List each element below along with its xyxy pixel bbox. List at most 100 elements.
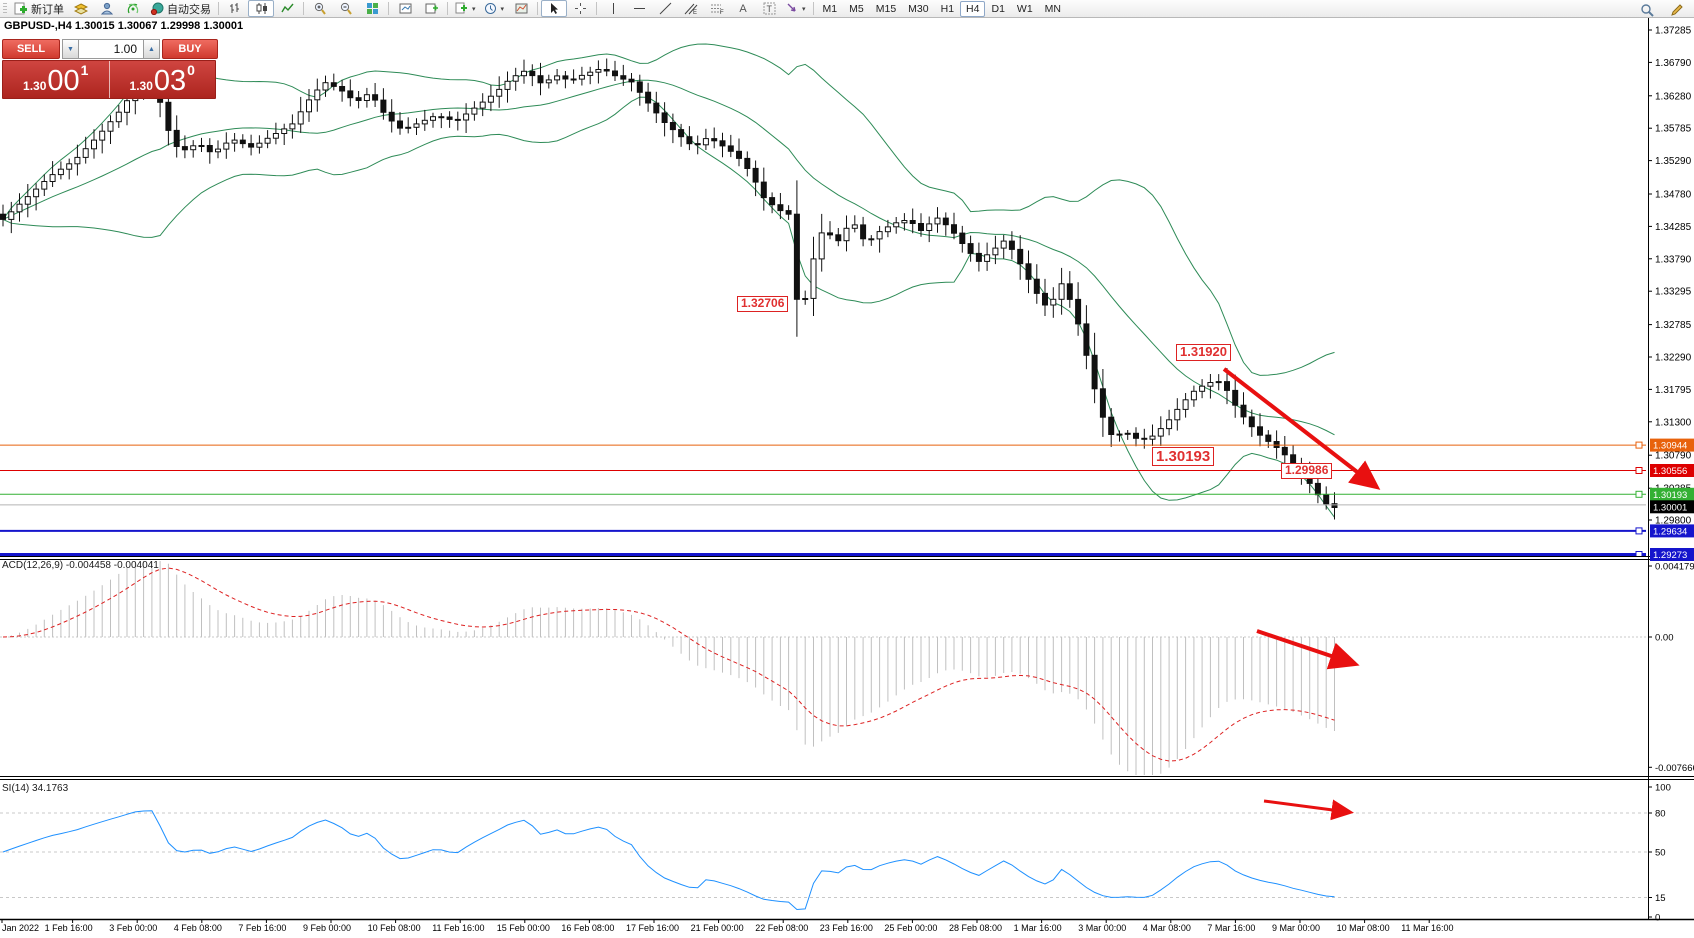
timeframe-H1[interactable]: H1 [940, 2, 955, 15]
crosshair-button[interactable] [567, 0, 593, 17]
timeframe-M5[interactable]: M5 [849, 2, 864, 15]
svg-text:0: 0 [1655, 913, 1660, 924]
time-axis-label: 25 Feb 00:00 [884, 923, 938, 933]
price-callout[interactable]: 1.29986 [1281, 463, 1333, 479]
new-chart-button[interactable] [418, 0, 444, 17]
zoom-in-button[interactable] [307, 0, 333, 17]
sell-button[interactable]: SELL [2, 39, 60, 59]
search-icon-button[interactable] [1634, 1, 1660, 18]
timeframe-M30[interactable]: M30 [908, 2, 929, 15]
tile-windows-button[interactable] [359, 0, 385, 17]
new-order-button[interactable]: 新订单 [10, 0, 68, 17]
template-button[interactable] [508, 0, 534, 17]
time-axis-label: 23 Feb 16:00 [819, 923, 873, 933]
toolbar: 新订单 自动交易 [0, 0, 1694, 18]
svg-text:1.35785: 1.35785 [1655, 124, 1692, 135]
horizontal-line-button[interactable] [626, 0, 652, 17]
autotrading-button[interactable]: 自动交易 [146, 0, 215, 17]
time-axis-label: 28 Feb 08:00 [949, 923, 1003, 933]
timeframe-W1[interactable]: W1 [1016, 2, 1033, 15]
horizontal-lines [0, 441, 1646, 556]
zoom-out-button[interactable] [333, 0, 359, 17]
trendline-button[interactable] [652, 0, 678, 17]
edit-icon-button[interactable] [1664, 1, 1690, 18]
svg-text:15: 15 [1655, 893, 1666, 904]
time-axis-label: 7 Feb 16:00 [238, 923, 287, 933]
volume-increase-button[interactable]: ▲ [143, 39, 160, 59]
time-axis-label: 9 Feb 00:00 [303, 923, 352, 933]
text-button[interactable]: A [739, 2, 747, 15]
svg-text:50: 50 [1655, 848, 1666, 859]
fibonacci-button[interactable]: F [704, 0, 730, 17]
svg-text:1.30944: 1.30944 [1653, 441, 1687, 452]
svg-text:1.32785: 1.32785 [1655, 320, 1692, 331]
timeframe-M15[interactable]: M15 [875, 2, 897, 15]
svg-text:1.33790: 1.33790 [1655, 254, 1692, 265]
price-callout[interactable]: 1.32706 [737, 296, 789, 312]
time-axis-label: 4 Feb 08:00 [173, 923, 222, 933]
time-ticks [1, 920, 1430, 923]
trend-arrows [1222, 367, 1381, 821]
volume-input[interactable] [79, 39, 143, 59]
svg-text:1.34285: 1.34285 [1655, 222, 1692, 233]
time-axis-label: 9 Mar 00:00 [1272, 923, 1321, 933]
candles [0, 58, 1338, 520]
toolbar-grip[interactable] [3, 2, 7, 15]
cursor-button[interactable] [541, 0, 568, 17]
svg-text:1.30556: 1.30556 [1653, 466, 1687, 477]
line-chart-button[interactable] [274, 0, 300, 17]
svg-text:1.33295: 1.33295 [1655, 287, 1692, 298]
time-axis-label: Jan 2022 [2, 923, 40, 933]
svg-text:1.29273: 1.29273 [1653, 550, 1687, 561]
time-axis-label: 1 Mar 16:00 [1013, 923, 1062, 933]
arrows-tool-button[interactable] [782, 0, 810, 17]
signal-icon-button[interactable] [120, 0, 146, 17]
time-axis-label: 11 Feb 16:00 [432, 923, 485, 933]
profile-icon-button[interactable] [94, 0, 120, 17]
macd-pane: 0.004179 0.00 -0.007666 [0, 561, 1694, 775]
price-callout[interactable]: 1.30193 [1152, 447, 1215, 467]
chart-window-button[interactable] [392, 0, 418, 17]
svg-text:1.32290: 1.32290 [1655, 353, 1692, 364]
svg-text:0.00: 0.00 [1655, 633, 1674, 644]
svg-text:1.29800: 1.29800 [1655, 516, 1692, 527]
buy-button[interactable]: BUY [162, 39, 218, 59]
svg-text:T: T [766, 4, 772, 14]
bar-chart-button[interactable] [222, 0, 248, 17]
time-axis-label: 15 Feb 00:00 [496, 923, 550, 933]
svg-text:1.29634: 1.29634 [1653, 526, 1687, 537]
time-axis-label: 21 Feb 00:00 [690, 923, 744, 933]
rsi-pane: 100 80 50 15 0 [0, 783, 1671, 924]
svg-text:1.30193: 1.30193 [1653, 490, 1687, 501]
time-axis-label: 10 Feb 08:00 [367, 923, 421, 933]
svg-text:1.31300: 1.31300 [1655, 417, 1692, 428]
sell-price[interactable]: 1.30 00 1 [23, 62, 89, 98]
main-pane [0, 43, 1646, 556]
add-indicator-button[interactable] [451, 0, 480, 17]
channel-button[interactable]: E [678, 0, 704, 17]
candlestick-chart-button[interactable] [248, 0, 274, 17]
buy-price[interactable]: 1.30 03 0 [129, 62, 195, 98]
svg-text:1.37285: 1.37285 [1655, 26, 1692, 37]
svg-text:80: 80 [1655, 809, 1666, 820]
layers-icon-button[interactable] [68, 0, 94, 17]
svg-text:1.36280: 1.36280 [1655, 91, 1692, 102]
price-callout[interactable]: 1.31920 [1176, 344, 1231, 361]
svg-text:1.30790: 1.30790 [1655, 451, 1692, 462]
timeframe-M1[interactable]: M1 [822, 2, 838, 15]
time-axis-label: 16 Feb 08:00 [561, 923, 615, 933]
timeframe-H4[interactable]: H4 [960, 0, 986, 17]
text-label-button[interactable]: T [756, 0, 782, 17]
svg-text:-0.007666: -0.007666 [1655, 763, 1694, 774]
volume-decrease-button[interactable]: ▼ [62, 39, 79, 59]
svg-text:E: E [693, 10, 697, 15]
timeframe-MN[interactable]: MN [1044, 2, 1062, 15]
time-axis-label: 11 Mar 16:00 [1401, 923, 1454, 933]
rsi-pane-label: SI(14) 34.1763 [2, 783, 69, 794]
period-dropdown-button[interactable] [480, 0, 509, 17]
vertical-line-button[interactable] [600, 0, 626, 17]
timeframe-D1[interactable]: D1 [991, 2, 1005, 15]
